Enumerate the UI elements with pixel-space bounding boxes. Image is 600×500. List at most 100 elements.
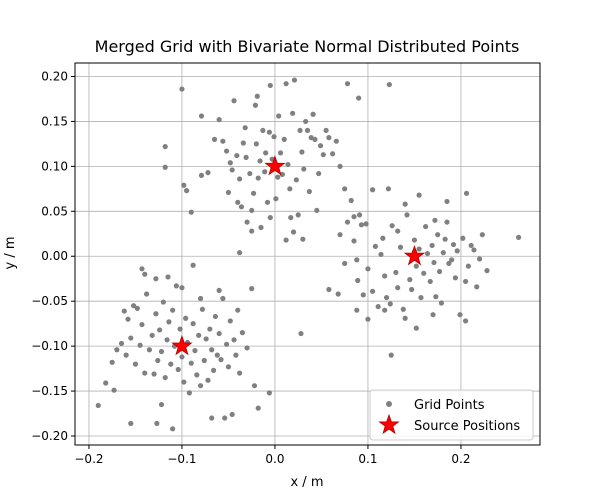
grid-point [190,262,196,268]
source-position-star [403,245,426,266]
grid-point [177,326,183,332]
grid-point [242,125,248,131]
grid-point [263,150,269,156]
grid-point [330,151,336,157]
grid-point [111,387,117,393]
grid-point [474,284,480,290]
grid-point [239,330,245,336]
x-tick-label: −0.1 [167,452,196,466]
grid-point [244,345,250,351]
grid-point [436,268,443,275]
grid-point [418,294,424,301]
grid-point [165,274,171,280]
grid-point [201,357,207,364]
grid-point [314,207,320,214]
grid-point [416,192,422,198]
grid-point [293,177,299,183]
grid-point [516,234,522,240]
grid-point [220,295,226,302]
grid-point [300,236,306,242]
grid-point [297,127,303,134]
grid-point [199,306,206,312]
grid-point [253,141,259,147]
grid-point [188,360,194,366]
source-position-star [171,334,193,356]
grid-point [188,209,194,215]
grid-point [463,278,469,285]
grid-point [298,330,304,337]
grid-point [260,127,266,134]
grid-point [281,136,287,142]
grid-point [283,237,289,243]
grid-point [114,347,120,353]
data-points [95,77,522,432]
grid-point [387,301,393,307]
grid-point [290,229,297,235]
grid-point [287,186,293,192]
axis-ticks: −0.2 −0.1 0.0 0.1 0.2 −0.20 −0.15 −0.10 −0.05 0.0… [31,69,470,466]
grid-point [395,285,401,291]
grid-point [342,260,348,267]
grid-point [155,357,161,364]
grid-point [237,250,243,256]
grid-point [205,377,211,383]
grid-point [109,359,115,365]
grid-point [432,217,438,223]
grid-point [123,352,129,358]
grid-point [416,246,422,252]
grid-point [233,352,239,358]
y-tick-label: −0.20 [31,429,68,443]
grid-point [351,214,357,220]
x-tick-label: 0.2 [451,452,470,466]
grid-point [316,170,322,177]
grid-point [181,379,187,385]
grid-point [144,291,150,297]
grid-point [220,138,226,144]
grid-point [356,95,362,101]
grid-point [312,136,318,142]
grid-point [431,259,437,266]
grid-point [279,171,285,178]
grid-point [326,135,332,141]
grid-point [356,212,363,218]
grid-point [435,232,441,238]
grid-point [383,294,390,301]
grid-point [223,341,230,347]
grid-point [95,402,101,409]
grid-point [142,271,148,277]
grid-point [382,273,388,279]
y-tick-label: 0.00 [41,249,68,263]
grid-point [433,294,439,300]
grid-point [388,352,394,358]
y-tick-label: −0.05 [31,294,68,308]
grid-point [238,204,245,210]
grid-point [153,276,159,282]
grid-point [258,224,264,231]
grid-point [275,174,281,180]
grid-point [266,129,272,135]
grid-point [276,113,282,119]
grid-point [183,315,189,321]
grid-point [372,243,378,249]
grid-point [139,266,145,272]
grid-point [365,316,371,322]
grid-point [216,330,222,337]
grid-point [291,77,298,83]
grid-point [181,182,187,188]
grid-point [382,307,388,313]
grid-point [240,140,246,146]
grid-point [128,420,134,427]
grid-point [271,134,277,140]
grid-point [411,237,418,243]
legend-marker-source-positions [378,413,400,435]
grid-point [218,357,224,363]
grid-point [192,348,198,354]
grid-point [413,325,419,331]
grid-point [283,81,289,87]
grid-point [235,199,241,205]
grid-point [162,374,168,381]
grid-point [179,285,185,291]
grid-point [385,186,392,192]
grid-point [227,160,233,166]
grid-point [277,150,284,156]
